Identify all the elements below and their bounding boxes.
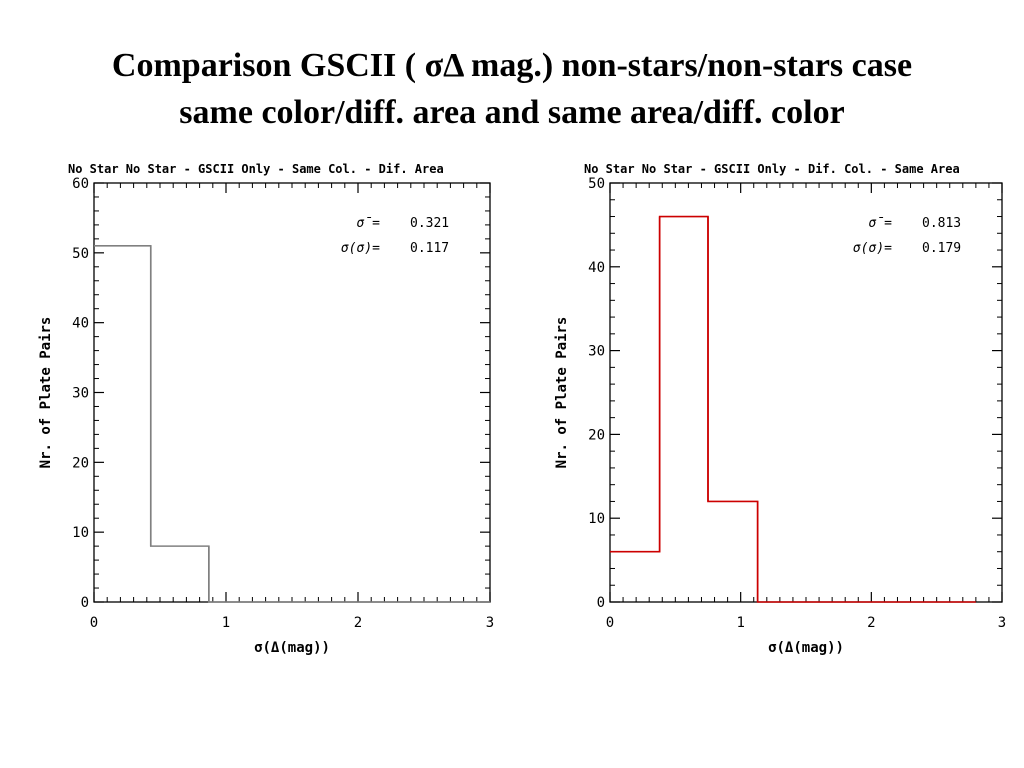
y-tick-label: 0 [81,595,89,611]
left-histogram: No Star No Star - GSCII Only - Same Col.… [38,162,494,656]
page-title-line-2: same color/diff. area and same area/diff… [179,94,845,131]
stat-value: 0.321 [410,216,449,231]
x-tick-label: 1 [736,615,744,631]
y-axis-label: Nr. of Plate Pairs [38,317,54,469]
histogram-bar [660,217,708,602]
page-title-line-1: Comparison GSCII ( σΔ mag.) non-stars/no… [111,47,913,84]
chart-title: No Star No Star - GSCII Only - Dif. Col.… [584,162,960,176]
y-tick-label: 60 [72,176,89,192]
y-axis-label: Nr. of Plate Pairs [554,317,570,469]
y-tick-label: 50 [588,176,605,192]
x-tick-label: 2 [867,615,875,631]
x-tick-label: 0 [90,615,98,631]
y-tick-label: 20 [72,455,89,471]
stat-label: σ̄= [869,216,893,231]
stat-value: 0.179 [922,241,961,256]
y-tick-label: 0 [597,595,605,611]
x-tick-label: 3 [486,615,494,631]
y-tick-label: 10 [72,525,89,541]
stat-value: 0.813 [922,216,961,231]
stat-label: σ(σ)= [853,241,892,256]
x-tick-label: 2 [354,615,362,631]
y-tick-label: 50 [72,246,89,262]
y-tick-label: 30 [72,386,89,402]
histogram-outline [94,245,490,603]
y-tick-label: 10 [588,511,605,527]
y-tick-label: 20 [588,427,605,443]
stat-label: σ̄= [357,216,381,231]
x-tick-label: 1 [222,615,230,631]
x-tick-label: 0 [606,615,614,631]
x-axis-label: σ(Δ(mag)) [768,640,844,656]
stat-label: σ(σ)= [341,241,380,256]
right-histogram: No Star No Star - GSCII Only - Dif. Col.… [554,162,1006,656]
x-tick-label: 3 [998,615,1006,631]
y-tick-label: 30 [588,344,605,360]
histogram-bar [708,501,758,602]
histogram-bar [610,552,660,602]
y-tick-label: 40 [588,260,605,276]
histogram-outline [610,215,976,603]
y-tick-label: 40 [72,316,89,332]
histogram-bar [94,246,151,602]
chart-title: No Star No Star - GSCII Only - Same Col.… [68,162,444,176]
histogram-bar [151,546,209,602]
x-axis-label: σ(Δ(mag)) [254,640,330,656]
stat-value: 0.117 [410,241,449,256]
page-title-block: Comparison GSCII ( σΔ mag.) non-stars/no… [0,42,1024,136]
